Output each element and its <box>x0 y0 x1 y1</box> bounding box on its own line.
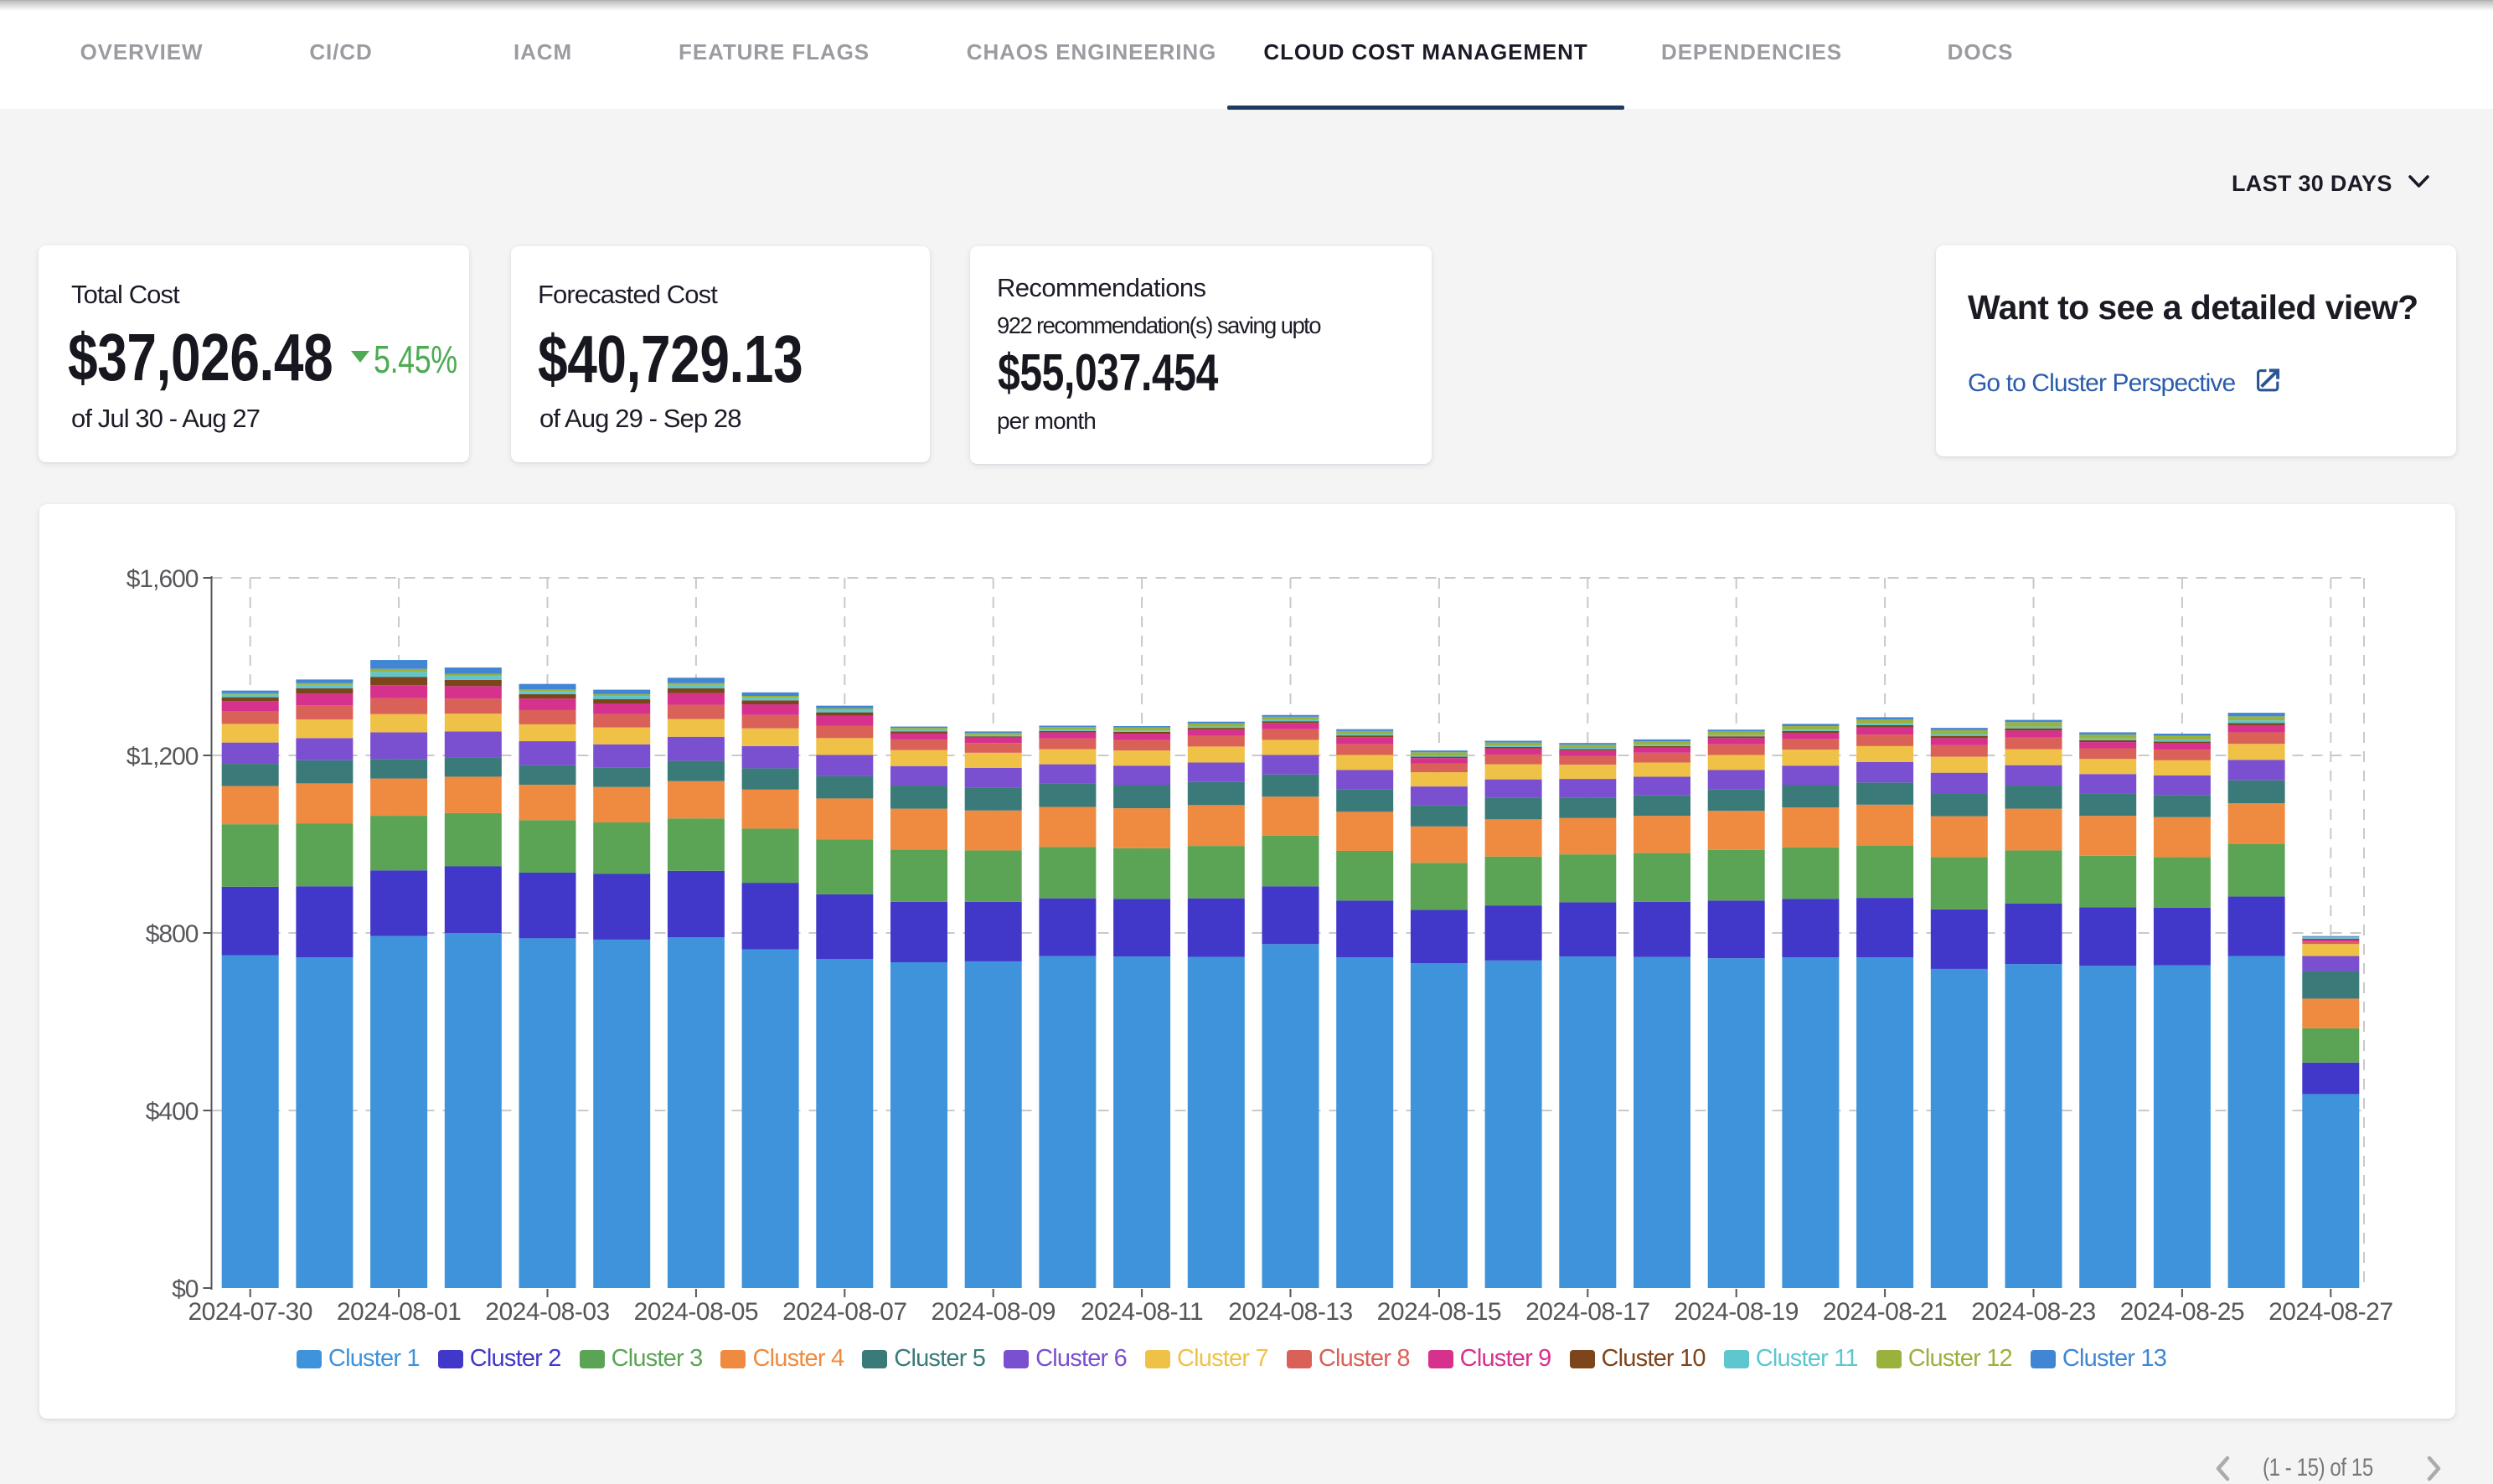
svg-text:2024-08-21: 2024-08-21 <box>1823 1298 1947 1326</box>
svg-text:2024-08-05: 2024-08-05 <box>634 1298 758 1326</box>
svg-text:2024-07-30: 2024-07-30 <box>188 1298 312 1326</box>
svg-text:$800: $800 <box>146 920 199 948</box>
svg-text:$1,600: $1,600 <box>126 565 199 593</box>
svg-text:2024-08-09: 2024-08-09 <box>931 1298 1055 1326</box>
svg-text:2024-08-01: 2024-08-01 <box>337 1298 461 1326</box>
svg-text:$1,200: $1,200 <box>126 743 199 770</box>
svg-text:2024-08-27: 2024-08-27 <box>2268 1298 2392 1326</box>
svg-text:2024-08-07: 2024-08-07 <box>782 1298 906 1326</box>
svg-text:2024-08-23: 2024-08-23 <box>1971 1298 2095 1326</box>
svg-text:$400: $400 <box>146 1098 199 1126</box>
svg-text:$0: $0 <box>172 1275 199 1303</box>
svg-text:2024-08-11: 2024-08-11 <box>1081 1298 1203 1326</box>
svg-text:2024-08-03: 2024-08-03 <box>485 1298 609 1326</box>
svg-text:2024-08-19: 2024-08-19 <box>1674 1298 1798 1326</box>
svg-text:2024-08-25: 2024-08-25 <box>2120 1298 2244 1326</box>
svg-text:2024-08-17: 2024-08-17 <box>1525 1298 1649 1326</box>
svg-text:2024-08-15: 2024-08-15 <box>1377 1298 1501 1326</box>
svg-text:2024-08-13: 2024-08-13 <box>1228 1298 1352 1326</box>
